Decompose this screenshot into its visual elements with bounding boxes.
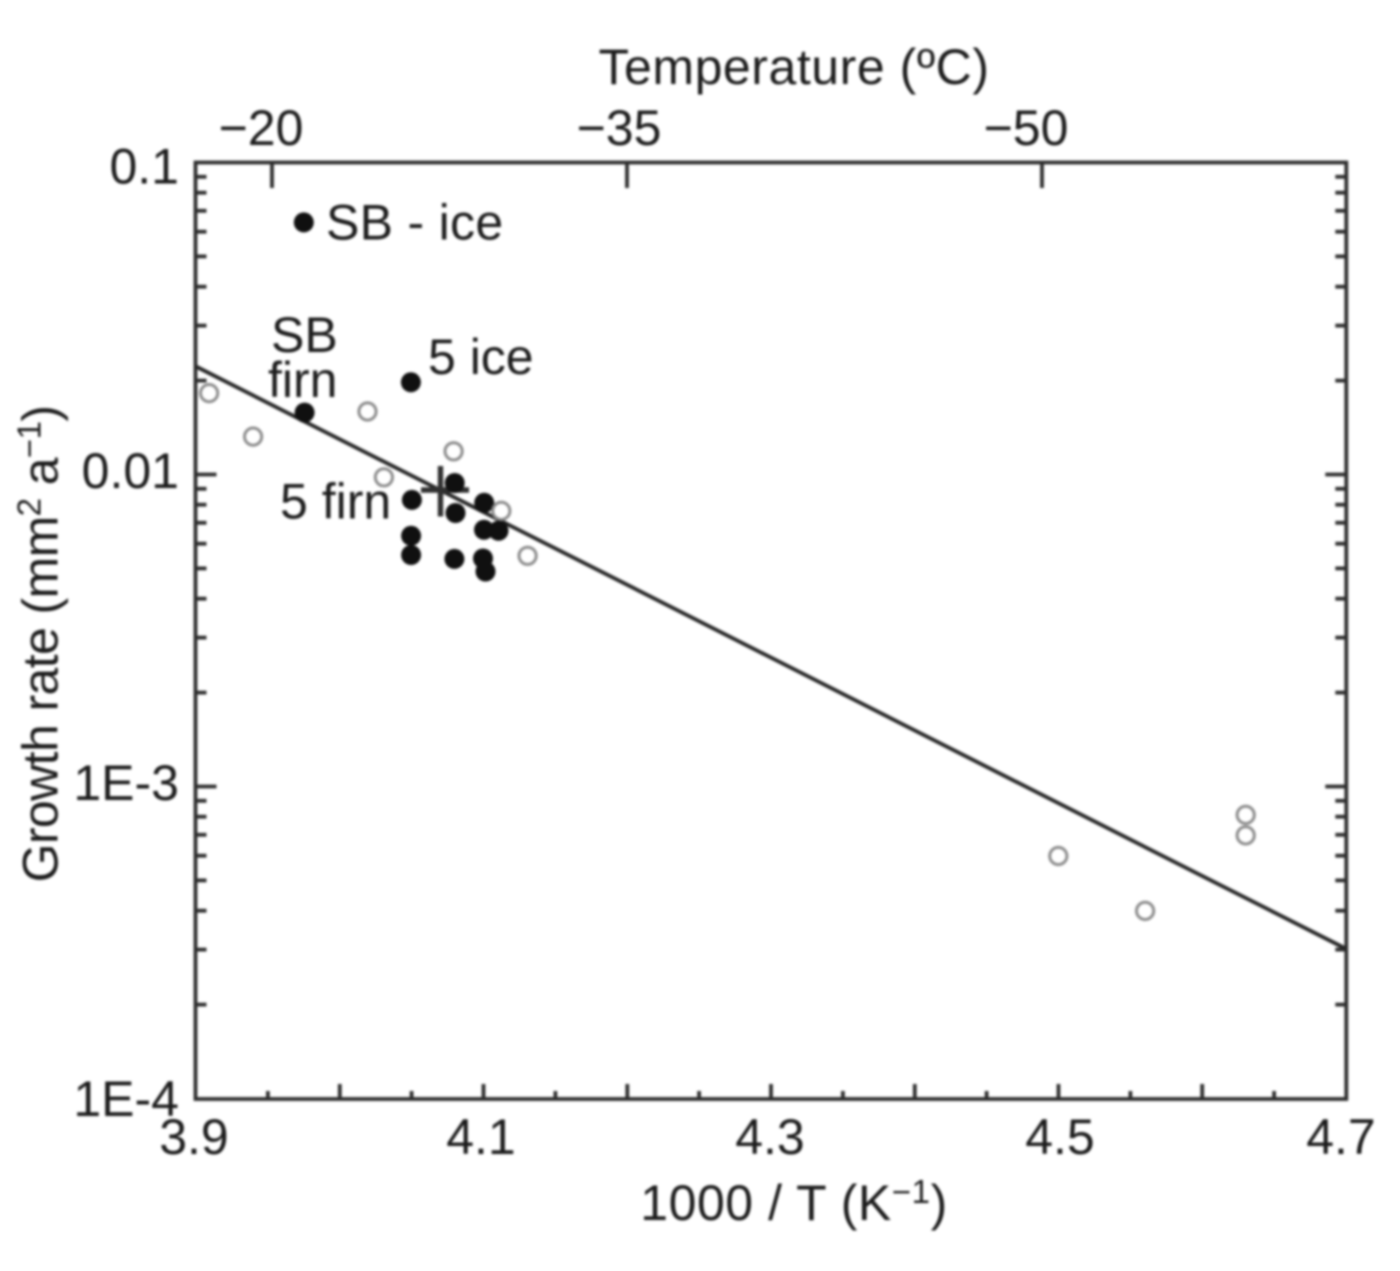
svg-text:SB - ice: SB - ice: [326, 195, 503, 251]
svg-text:0.1: 0.1: [109, 139, 179, 195]
svg-text:5 ice: 5 ice: [428, 329, 534, 385]
svg-text:firn: firn: [268, 352, 337, 408]
svg-text:1E-4: 1E-4: [73, 1071, 179, 1127]
svg-text:4.1: 4.1: [446, 1109, 516, 1165]
svg-text:0.01: 0.01: [82, 443, 179, 499]
svg-text:4.3: 4.3: [735, 1109, 805, 1165]
svg-text:1000 / T (K−1): 1000 / T (K−1): [640, 1173, 948, 1231]
svg-text:−20: −20: [219, 100, 304, 156]
svg-text:SB: SB: [271, 307, 338, 363]
svg-text:1E-3: 1E-3: [73, 755, 179, 811]
svg-text:Temperature (ºC): Temperature (ºC): [598, 39, 989, 95]
svg-text:−35: −35: [577, 100, 662, 156]
svg-text:−50: −50: [984, 100, 1069, 156]
svg-text:4.7: 4.7: [1306, 1109, 1376, 1165]
svg-text:3.9: 3.9: [159, 1109, 229, 1165]
svg-text:4.5: 4.5: [1025, 1109, 1095, 1165]
svg-text:Growth rate (mm2 a−1): Growth rate (mm2 a−1): [11, 406, 69, 883]
svg-text:5 firn: 5 firn: [280, 474, 391, 530]
